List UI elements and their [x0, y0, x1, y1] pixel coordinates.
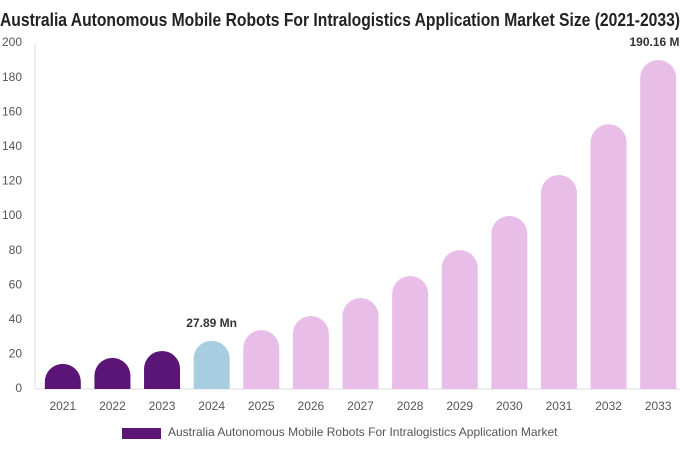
bar — [243, 330, 280, 389]
x-tick-label: 2032 — [595, 399, 622, 413]
x-tick-label: 2033 — [645, 399, 672, 413]
bar — [491, 216, 528, 389]
x-tick-label: 2022 — [99, 399, 126, 413]
chart-title: Australia Autonomous Mobile Robots For I… — [0, 10, 680, 30]
y-tick-label: 20 — [9, 347, 23, 361]
bar — [292, 315, 329, 389]
x-tick-label: 2026 — [298, 399, 325, 413]
x-tick-label: 2027 — [347, 399, 374, 413]
value-label: 27.89 Mn — [186, 316, 237, 330]
y-tick-label: 160 — [2, 104, 22, 118]
bar — [94, 357, 131, 389]
x-tick-label: 2028 — [397, 399, 424, 413]
x-tick-label: 2023 — [149, 399, 176, 413]
y-tick-label: 180 — [2, 70, 22, 84]
legend-swatch — [122, 428, 161, 439]
x-tick-label: 2030 — [496, 399, 523, 413]
bar — [144, 350, 181, 389]
bar — [540, 174, 577, 389]
y-tick-label: 80 — [9, 243, 23, 257]
y-tick-label: 40 — [9, 312, 23, 326]
bar — [44, 363, 81, 389]
bar — [392, 276, 429, 389]
y-tick-label: 60 — [9, 277, 23, 291]
y-tick-label: 140 — [2, 139, 22, 153]
x-tick-label: 2025 — [248, 399, 275, 413]
bar — [193, 340, 230, 389]
x-tick-label: 2029 — [446, 399, 473, 413]
bar — [342, 298, 379, 389]
bar — [441, 250, 478, 389]
x-tick-label: 2021 — [49, 399, 76, 413]
x-tick-label: 2031 — [546, 399, 573, 413]
bar — [590, 124, 627, 390]
x-tick-label: 2024 — [198, 399, 225, 413]
y-tick-label: 100 — [2, 208, 22, 222]
y-tick-label: 0 — [15, 381, 22, 395]
value-label: 190.16 Mn — [630, 35, 680, 49]
y-tick-label: 120 — [2, 174, 22, 188]
y-tick-label: 200 — [2, 35, 22, 49]
legend-label: Australia Autonomous Mobile Robots For I… — [168, 425, 558, 439]
bar — [640, 60, 677, 390]
